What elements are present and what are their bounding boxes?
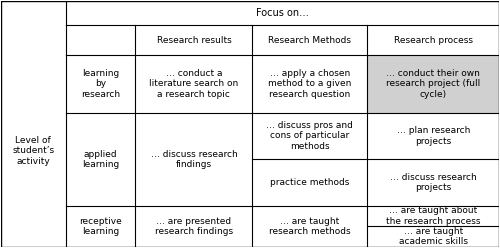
Bar: [367, 55, 500, 113]
Text: Level of
student’s
activity: Level of student’s activity: [12, 136, 54, 166]
Text: … plan research
projects: … plan research projects: [396, 126, 470, 146]
Text: … apply a chosen
method to a given
research question: … apply a chosen method to a given resea…: [268, 69, 351, 99]
Text: … discuss pros and
cons of particular
methods: … discuss pros and cons of particular me…: [266, 121, 354, 151]
Text: … discuss research
projects: … discuss research projects: [390, 173, 476, 192]
Text: Research process: Research process: [394, 36, 472, 45]
Text: practice methods: practice methods: [270, 178, 349, 187]
Text: … are taught
academic skills: … are taught academic skills: [398, 227, 468, 246]
Text: … conduct a
literature search on
a research topic: … conduct a literature search on a resea…: [150, 69, 238, 99]
Text: … discuss research
findings: … discuss research findings: [150, 150, 238, 169]
Text: … are presented
research findings: … are presented research findings: [155, 217, 233, 236]
Text: learning
by
research: learning by research: [81, 69, 120, 99]
Text: Focus on…: Focus on…: [256, 8, 309, 18]
Text: applied
learning: applied learning: [82, 150, 119, 169]
Text: … are taught about
the research process: … are taught about the research process: [386, 206, 480, 226]
Text: … conduct their own
research project (full
cycle): … conduct their own research project (fu…: [386, 69, 480, 99]
Text: … are taught
research methods: … are taught research methods: [269, 217, 350, 236]
Text: Research results: Research results: [156, 36, 232, 45]
Text: receptive
learning: receptive learning: [79, 217, 122, 236]
Text: Research Methods: Research Methods: [268, 36, 351, 45]
